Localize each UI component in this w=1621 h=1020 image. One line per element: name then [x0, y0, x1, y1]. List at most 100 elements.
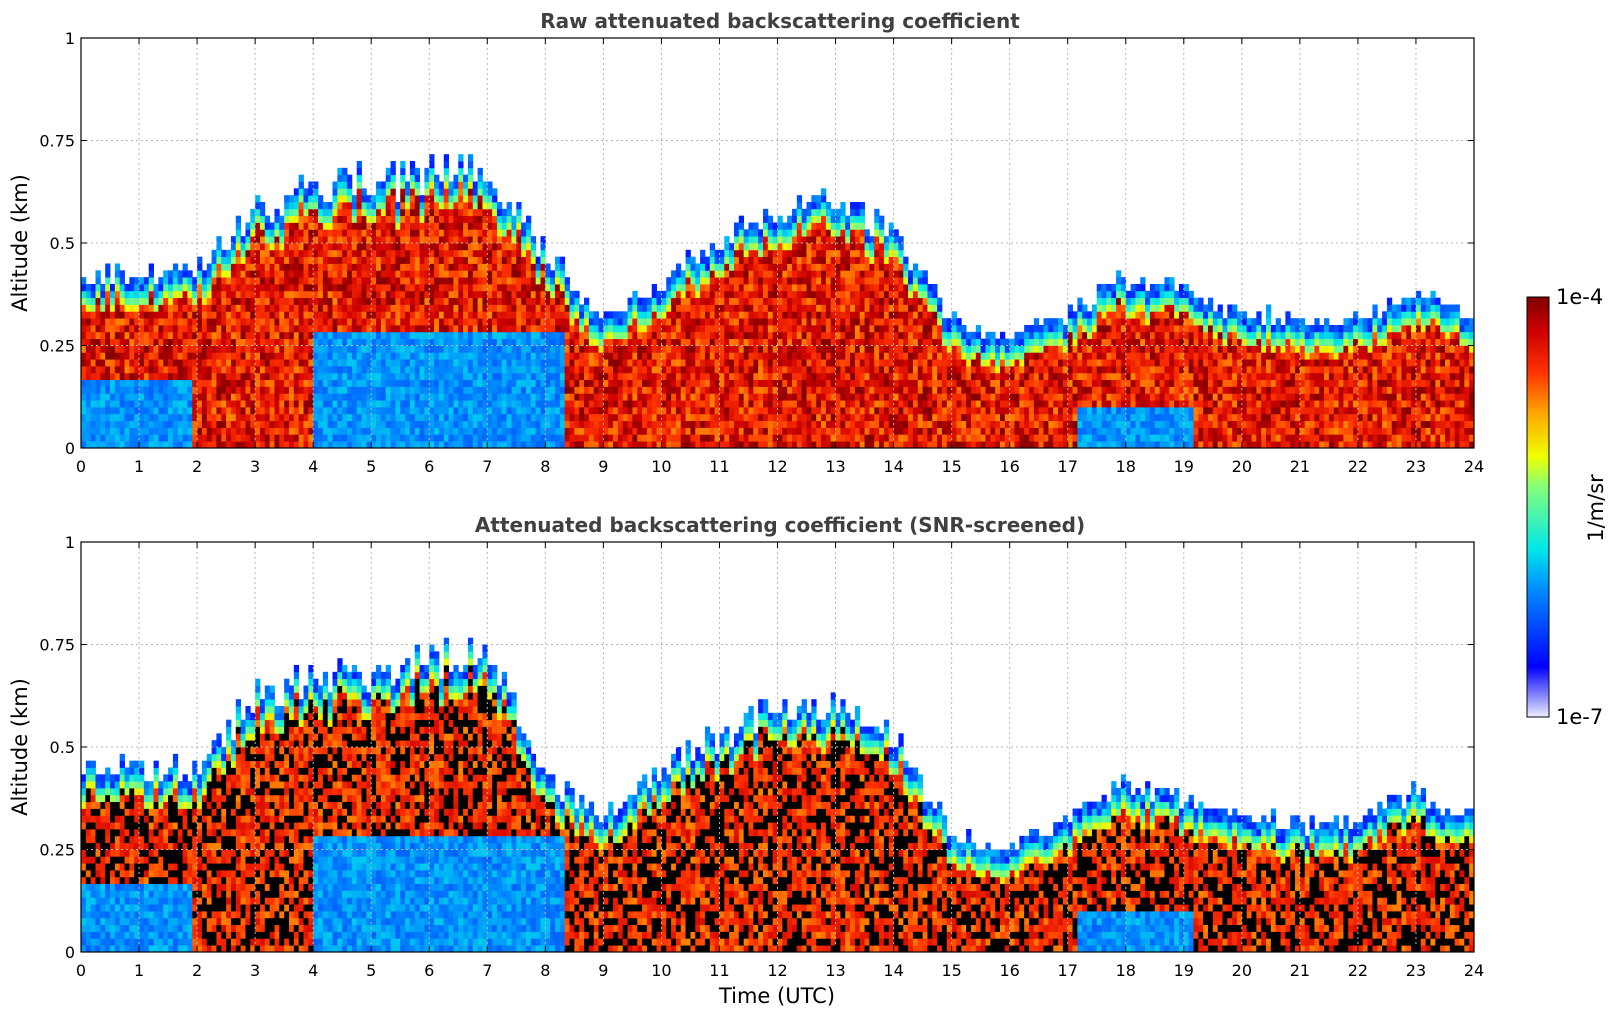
heatmap-cell [274, 372, 280, 381]
heatmap-cell [216, 366, 222, 374]
heatmap-cell [332, 441, 338, 449]
heatmap-cell [729, 243, 735, 251]
heatmap-cell [530, 441, 537, 449]
heatmap-cell [748, 407, 754, 415]
heatmap-cell [245, 352, 251, 360]
heatmap-cell [579, 325, 585, 333]
heatmap-cell [245, 290, 251, 299]
heatmap-cell [555, 441, 561, 449]
heatmap-cell [525, 318, 532, 326]
heatmap-cell [95, 304, 101, 312]
heatmap-cell [400, 208, 406, 217]
heatmap-cell [177, 270, 183, 278]
heatmap-cell [206, 420, 212, 428]
heatmap-cell [748, 236, 754, 244]
heatmap-cell [680, 270, 686, 278]
heatmap-cell [371, 311, 377, 319]
heatmap-cell [825, 325, 832, 333]
heatmap-cell [298, 284, 304, 292]
heatmap-cell [81, 338, 87, 346]
heatmap-cell [492, 195, 498, 203]
heatmap-cell [535, 413, 541, 422]
heatmap-cell [830, 277, 836, 285]
heatmap-cell [743, 256, 749, 264]
heatmap-cell [414, 188, 420, 196]
heatmap-cell [245, 249, 251, 258]
heatmap-cell [158, 434, 164, 442]
heatmap-cell [555, 318, 561, 326]
heatmap-cell [221, 311, 227, 319]
heatmap-cell [318, 366, 324, 374]
heatmap-cell [90, 441, 96, 449]
heatmap-cell [143, 393, 150, 401]
heatmap-cell [114, 372, 121, 381]
heatmap-cell [772, 311, 778, 319]
heatmap-cell [680, 420, 686, 428]
heatmap-cell [110, 352, 116, 360]
heatmap-cell [438, 331, 445, 340]
heatmap-cell [709, 270, 716, 278]
heatmap-cell [574, 393, 580, 401]
heatmap-cell [501, 325, 508, 333]
heatmap-cell [709, 372, 716, 381]
heatmap-cell [772, 229, 778, 237]
heatmap-cell [656, 379, 662, 387]
heatmap-cell [492, 243, 498, 251]
heatmap-cell [337, 427, 343, 435]
heatmap-cell [530, 420, 537, 428]
heatmap-cell [129, 304, 135, 312]
heatmap-cell [535, 441, 541, 449]
heatmap-cell [124, 338, 130, 346]
heatmap-cell [521, 249, 527, 258]
heatmap-cell [85, 318, 92, 326]
heatmap-cell [830, 331, 836, 340]
heatmap-cell [153, 386, 159, 394]
heatmap-cell [110, 345, 116, 353]
heatmap-cell [230, 386, 237, 394]
heatmap-cell [777, 352, 783, 360]
heatmap-cell [762, 284, 769, 292]
heatmap-cell [472, 352, 479, 360]
heatmap-cell [666, 297, 672, 305]
heatmap-cell [695, 304, 701, 312]
heatmap-cell [395, 386, 401, 394]
heatmap-cell [318, 202, 324, 210]
heatmap-cell [743, 325, 749, 333]
heatmap-cell [390, 270, 396, 278]
heatmap-cell [564, 407, 570, 415]
heatmap-cell [197, 379, 203, 387]
heatmap-cell [405, 208, 411, 217]
heatmap-cell [226, 379, 232, 387]
heatmap-cell [671, 318, 677, 326]
heatmap-cell [555, 393, 561, 401]
heatmap-cell [197, 413, 203, 422]
heatmap-cell [153, 366, 159, 374]
heatmap-cell [796, 263, 803, 271]
heatmap-cell [574, 372, 580, 381]
heatmap-cell [332, 400, 338, 408]
heatmap-cell [579, 441, 585, 449]
heatmap-cell [192, 345, 198, 353]
heatmap-cell [85, 345, 92, 353]
heatmap-cell [675, 359, 682, 367]
heatmap-cell [424, 215, 430, 223]
heatmap-cell [516, 297, 522, 305]
heatmap-cell [143, 407, 150, 415]
heatmap-cell [516, 372, 522, 381]
heatmap-cell [95, 352, 101, 360]
heatmap-cell [830, 372, 836, 381]
heatmap-cell [743, 229, 749, 237]
heatmap-cell [371, 345, 377, 353]
heatmap-cell [516, 359, 522, 367]
heatmap-cell [646, 393, 653, 401]
heatmap-cell [351, 407, 358, 415]
heatmap-cell [361, 379, 367, 387]
heatmap-cell [347, 284, 353, 292]
heatmap-cell [787, 386, 793, 394]
heatmap-cell [114, 434, 121, 442]
heatmap-cell [816, 345, 822, 353]
heatmap-cell [414, 236, 420, 244]
heatmap-cell [318, 208, 324, 217]
heatmap-cell [429, 195, 435, 203]
heatmap-cell [134, 434, 140, 442]
